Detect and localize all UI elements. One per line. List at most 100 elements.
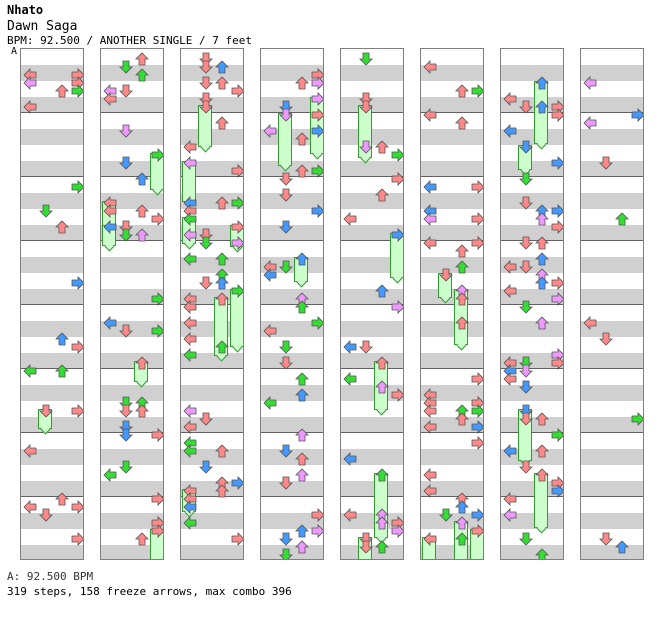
measure-line [101,304,163,305]
step-arrow-right-icon [471,83,483,98]
measure-line [261,304,323,305]
measure-line [341,496,403,497]
step-arrow-left-icon [423,419,437,434]
step-arrow-right-icon [471,435,483,450]
step-arrow-left-icon [423,179,437,194]
measure-line [501,240,563,241]
step-arrow-right-icon [391,299,403,314]
step-arrow-left-icon [183,403,197,418]
measure-line [421,368,483,369]
step-arrow-right-icon [551,275,563,290]
step-arrow-up-icon [455,411,469,426]
step-arrow-left-icon [23,499,37,514]
step-arrow-up-icon [295,387,309,402]
step-arrow-left-icon [503,283,517,298]
step-arrow-left-icon [263,123,277,138]
step-arrow-up-icon [215,195,229,210]
step-arrow-right-icon [551,483,563,498]
chart-column [500,48,564,560]
bpm-legend: A: 92.500 BPM [7,570,94,583]
step-arrow-left-icon [423,211,437,226]
step-arrow-right-icon [71,179,83,194]
step-arrow-down-icon [359,99,373,114]
step-arrow-down-icon [199,75,213,90]
step-arrow-up-icon [295,299,309,314]
measure-line [421,112,483,113]
step-arrow-left-icon [503,259,517,274]
step-arrow-up-icon [535,547,549,559]
step-arrow-right-icon [311,203,323,218]
step-arrow-right-icon [231,83,243,98]
step-arrow-up-icon [535,251,549,266]
step-arrow-up-icon [615,211,629,226]
measure-line [261,112,323,113]
measure-line [181,368,243,369]
step-arrow-up-icon [55,331,69,346]
step-arrow-up-icon [455,499,469,514]
step-arrow-down-icon [519,411,533,426]
step-arrow-right-icon [231,163,243,178]
step-arrow-up-icon [535,443,549,458]
step-arrow-down-icon [359,339,373,354]
measure-line [101,112,163,113]
step-arrow-left-icon [183,139,197,154]
step-arrow-down-icon [119,83,133,98]
step-arrow-right-icon [231,283,243,298]
measure-line [21,112,83,113]
measure-line [501,304,563,305]
step-arrow-left-icon [183,347,197,362]
step-arrow-up-icon [215,115,229,130]
step-arrow-right-icon [151,211,163,226]
step-arrow-down-icon [279,219,293,234]
measure-line [261,240,323,241]
step-arrow-down-icon [119,227,133,242]
step-arrow-right-icon [311,75,323,90]
step-arrow-up-icon [455,291,469,306]
step-arrow-left-icon [583,115,597,130]
step-arrow-down-icon [199,59,213,74]
measure-line [581,496,643,497]
step-arrow-up-icon [215,291,229,306]
step-arrow-up-icon [455,259,469,274]
step-arrow-left-icon [503,443,517,458]
step-arrow-left-icon [503,507,517,522]
step-arrow-right-icon [151,147,163,162]
step-arrow-up-icon [55,83,69,98]
measure-line [341,368,403,369]
step-arrow-left-icon [103,195,117,210]
step-arrow-up-icon [295,539,309,554]
step-arrow-up-icon [535,99,549,114]
step-arrow-left-icon [23,363,37,378]
step-arrow-up-icon [455,243,469,258]
step-arrow-up-icon [55,363,69,378]
step-arrow-up-icon [295,523,309,538]
step-arrow-left-icon [183,483,197,498]
step-arrow-down-icon [199,99,213,114]
step-arrow-down-icon [279,259,293,274]
step-arrow-up-icon [295,251,309,266]
step-arrow-down-icon [599,155,613,170]
step-arrow-up-icon [375,379,389,394]
step-arrow-right-icon [151,491,163,506]
step-arrow-right-icon [631,411,643,426]
step-arrow-right-icon [151,291,163,306]
step-arrow-right-icon [71,403,83,418]
step-arrow-right-icon [231,531,243,546]
step-arrow-down-icon [599,531,613,546]
step-arrow-up-icon [135,227,149,242]
measure-line [181,112,243,113]
step-arrow-down-icon [119,403,133,418]
step-arrow-left-icon [103,91,117,106]
step-arrow-up-icon [215,251,229,266]
step-arrow-left-icon [343,339,357,354]
step-arrow-up-icon [215,443,229,458]
step-arrow-up-icon [215,339,229,354]
step-arrow-right-icon [231,195,243,210]
step-arrow-up-icon [375,539,389,554]
song-title: Dawn Saga [7,19,78,34]
step-arrow-down-icon [279,171,293,186]
step-arrow-down-icon [279,443,293,458]
step-arrow-right-icon [551,203,563,218]
chart-column [580,48,644,560]
step-arrow-up-icon [135,203,149,218]
